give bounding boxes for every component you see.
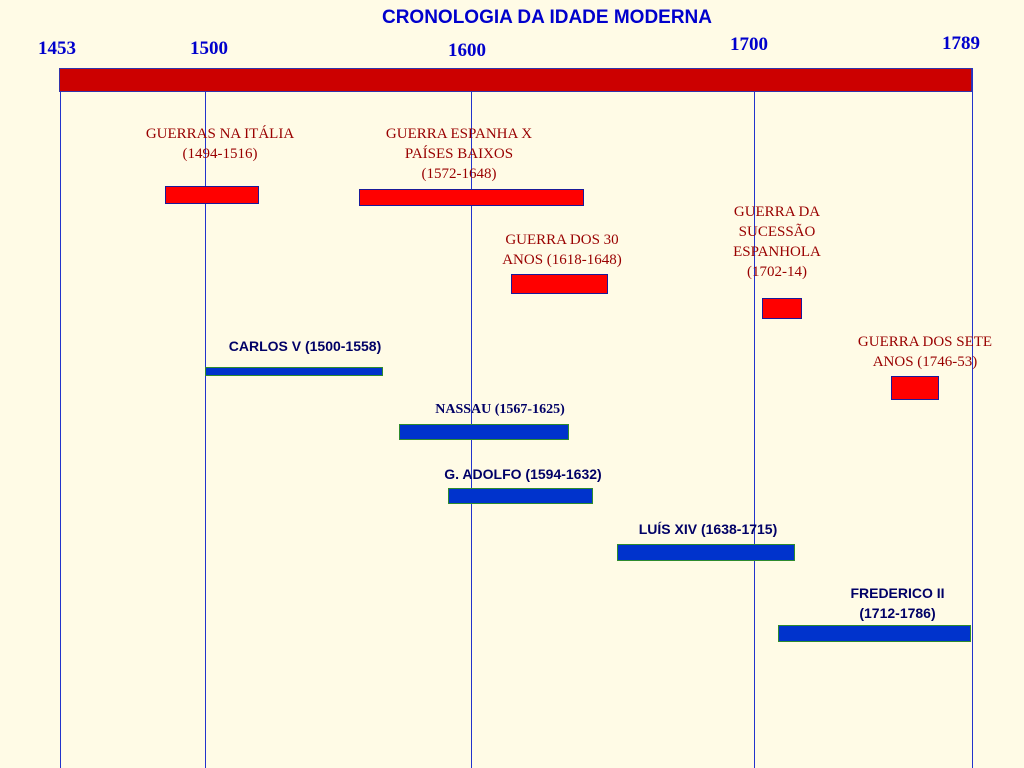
war-bar-sucessao-espanhola	[762, 298, 802, 319]
gridline-1453	[60, 68, 61, 768]
ruler-bar-carlos-v	[205, 367, 383, 376]
page-title: CRONOLOGIA DA IDADE MODERNA	[381, 7, 713, 28]
year-label-1500: 1500	[190, 38, 228, 59]
ruler-bar-luis-xiv	[617, 544, 795, 561]
ruler-label-frederico-ii: FREDERICO II (1712-1786)	[850, 585, 945, 621]
war-bar-sete-anos	[891, 376, 939, 400]
ruler-label-carlos-v: CARLOS V (1500-1558)	[228, 338, 382, 354]
year-label-1789: 1789	[942, 33, 980, 54]
war-label-sete-anos: GUERRA DOS SETE ANOS (1746-53)	[857, 334, 993, 370]
war-bar-espanha-paises-baixos	[359, 189, 584, 206]
war-bar-trinta-anos	[511, 274, 608, 294]
year-label-1600: 1600	[448, 40, 486, 61]
war-label-trinta-anos: GUERRA DOS 30 ANOS (1618-1648)	[502, 232, 622, 268]
gridline-1789	[972, 68, 973, 768]
war-bar-italia	[165, 186, 259, 204]
ruler-label-luis-xiv: LUÍS XIV (1638-1715)	[638, 521, 778, 537]
war-label-sucessao-espanhola: GUERRA DA SUCESSÃO ESPANHOLA (1702-14)	[733, 204, 821, 280]
year-label-1453: 1453	[38, 38, 76, 59]
gridline-1600	[471, 68, 472, 768]
war-label-italia: GUERRAS NA ITÁLIA (1494-1516)	[145, 126, 295, 162]
ruler-label-g-adolfo: G. ADOLFO (1594-1632)	[444, 466, 602, 482]
timeline-axis-bar	[59, 68, 972, 92]
war-label-espanha-paises-baixos: GUERRA ESPANHA X PAÍSES BAIXOS (1572-164…	[385, 126, 533, 182]
ruler-bar-g-adolfo	[448, 488, 593, 504]
gridline-1700	[754, 68, 755, 768]
ruler-bar-nassau	[399, 424, 569, 440]
gridline-1500	[205, 68, 206, 768]
ruler-bar-frederico-ii	[778, 625, 971, 642]
year-label-1700: 1700	[730, 34, 768, 55]
ruler-label-nassau: NASSAU (1567-1625)	[435, 402, 565, 417]
